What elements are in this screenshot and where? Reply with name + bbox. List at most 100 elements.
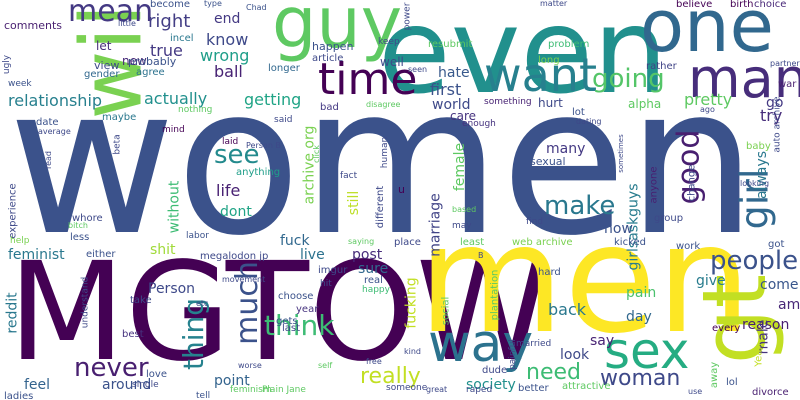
word: new — [122, 54, 147, 68]
word: fact — [340, 171, 358, 181]
word: sometimes — [616, 134, 625, 173]
word: better — [518, 383, 549, 394]
word: never — [74, 353, 149, 383]
word: MGTOW — [8, 234, 551, 392]
word: find — [526, 217, 544, 227]
word: go — [766, 95, 784, 111]
word: understand — [80, 276, 91, 329]
word: auto archive — [772, 96, 783, 153]
word: read — [44, 150, 54, 170]
word: society — [466, 377, 516, 393]
word: may — [452, 221, 472, 231]
word: day — [626, 309, 652, 325]
word: mind — [162, 125, 185, 135]
word: dude — [482, 365, 508, 376]
word: fuck — [280, 233, 310, 249]
word: believe — [676, 0, 713, 10]
word: war — [778, 79, 797, 90]
word: view — [94, 59, 120, 72]
word: love — [146, 369, 167, 380]
word: still — [346, 190, 363, 216]
word: year — [296, 304, 319, 315]
word: hate — [438, 65, 470, 81]
word: great — [426, 385, 448, 394]
word: time — [318, 54, 418, 105]
word: labor — [186, 231, 209, 241]
word: many — [546, 141, 586, 157]
word: ball — [214, 62, 243, 81]
word: even — [378, 0, 668, 120]
word: married — [516, 339, 552, 349]
word: rather — [646, 61, 677, 72]
word: megalodon jp — [200, 251, 269, 262]
word: attractive — [562, 381, 611, 392]
word: away — [709, 361, 721, 389]
word: date — [36, 117, 59, 128]
word: something — [484, 97, 532, 107]
word: people — [710, 246, 799, 276]
word: kicked — [614, 237, 647, 248]
word: happen — [312, 40, 354, 53]
word: men — [418, 193, 752, 367]
word: longer — [268, 63, 300, 74]
word: free — [366, 357, 382, 366]
word: point — [214, 373, 250, 389]
word: man — [688, 47, 800, 110]
word: marriage — [427, 193, 444, 257]
word: tell — [196, 391, 211, 400]
word: hard — [538, 267, 561, 278]
word: week — [8, 79, 32, 89]
word: birth — [730, 0, 754, 10]
word: think — [264, 309, 335, 342]
word: well — [380, 55, 404, 69]
word: maybe — [102, 112, 137, 123]
word: right — [148, 11, 191, 32]
word: girlsaskguys — [625, 183, 642, 271]
word: web archive — [512, 237, 573, 248]
word: look — [560, 347, 590, 363]
word: agree — [136, 67, 165, 78]
word: raped — [466, 385, 493, 395]
word: either — [86, 249, 116, 260]
word: let — [96, 39, 112, 53]
word: got — [768, 239, 785, 250]
word: enough — [462, 119, 496, 129]
word: Chad — [246, 3, 267, 12]
word: use — [688, 387, 703, 396]
word: need — [526, 360, 581, 385]
word: ladies — [4, 391, 34, 400]
word: B — [478, 251, 484, 260]
word: much — [229, 261, 265, 345]
word: dating — [576, 117, 602, 126]
word: real — [364, 275, 383, 286]
word: care — [450, 109, 477, 123]
word: Person — [148, 281, 196, 297]
word: beta — [112, 134, 123, 155]
word: worse — [238, 361, 262, 370]
word: become — [150, 0, 191, 10]
word: bad — [320, 102, 339, 113]
word: least — [460, 237, 485, 248]
word: pain — [626, 285, 657, 301]
word: single — [132, 380, 159, 390]
word: power — [402, 2, 413, 31]
word: mean — [68, 0, 154, 29]
word: place — [394, 237, 421, 248]
word: life — [216, 181, 241, 200]
word: gets — [276, 316, 298, 327]
word: movement — [222, 275, 266, 284]
word: reddit — [4, 292, 21, 334]
word: take — [130, 295, 152, 306]
word: post — [352, 247, 383, 263]
word: end — [214, 11, 241, 27]
word: relationship — [8, 91, 103, 110]
word: human — [380, 136, 391, 169]
word: feminism — [230, 385, 272, 395]
word: gender — [84, 69, 120, 80]
word: know — [206, 30, 249, 49]
word: way — [428, 314, 534, 374]
word: Yeah — [753, 343, 765, 367]
word: best — [122, 329, 144, 340]
word: choose — [278, 291, 314, 302]
